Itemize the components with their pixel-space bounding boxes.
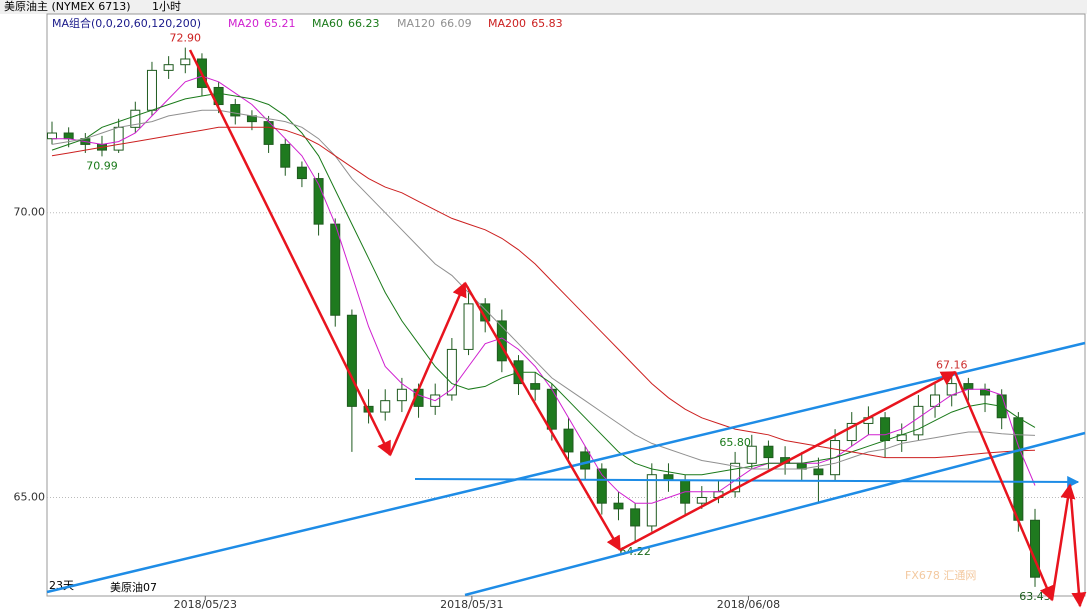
candle-body (613, 502, 624, 510)
x-tick-label: 2018/06/08 (717, 598, 780, 611)
legend-name: MA120 (397, 17, 435, 30)
candle-body (46, 132, 57, 140)
candle-body (630, 508, 641, 527)
candle-body (846, 422, 857, 442)
symbol[interactable]: 美原油主 (NYMEX 6713) (4, 0, 131, 13)
candle-body (446, 348, 457, 396)
channel-bottom (464, 431, 1086, 597)
candle-body (296, 166, 307, 180)
candle-body (696, 496, 707, 504)
candle-body (880, 417, 891, 442)
candle-body (330, 223, 341, 316)
candle-body (230, 104, 241, 117)
x-tick-label: 2018/05/23 (174, 598, 237, 611)
period[interactable]: 1小时 (152, 0, 181, 13)
legend-value: 65.21 (264, 17, 296, 30)
wave (1068, 484, 1087, 608)
ma-line (51, 92, 1036, 476)
candle-body (380, 400, 391, 413)
wave (188, 49, 392, 457)
wave (388, 281, 467, 456)
wave (463, 282, 622, 552)
legend-value: 66.23 (348, 17, 380, 30)
wave (1050, 483, 1076, 601)
candle-body (580, 451, 591, 470)
candle-body (63, 132, 74, 140)
legend-name: MA200 (488, 17, 526, 30)
candle-body (130, 109, 141, 128)
extreme-label: 63.43 (1019, 590, 1051, 603)
wave (619, 370, 957, 552)
candle-body (346, 314, 357, 407)
y-tick-label: 70.00 (14, 206, 46, 219)
candle-body (746, 445, 757, 464)
watermark: FX678 汇通网 (905, 569, 976, 582)
extreme-label: 65.80 (719, 436, 751, 449)
wave (953, 371, 1054, 602)
candle-body (146, 69, 157, 111)
legend-value: 65.83 (531, 17, 563, 30)
legend-name: MA20 (228, 17, 259, 30)
candle-body (646, 474, 657, 527)
plot-frame (46, 13, 1086, 597)
legend-name: MA60 (312, 17, 343, 30)
candle-body (280, 143, 291, 168)
extreme-label: 67.16 (936, 358, 968, 371)
candle-body (163, 64, 174, 71)
candle-body (813, 468, 824, 476)
x-tick-label: 2018/05/31 (440, 598, 503, 611)
candle-body (463, 303, 474, 350)
candle-body (313, 178, 324, 225)
candle-body (563, 428, 574, 453)
support-line (414, 475, 1080, 488)
candle-body (963, 383, 974, 390)
indicator: MA组合(0,0,20,60,120,200) (52, 16, 201, 30)
candle-body (946, 383, 957, 396)
channel-top (46, 341, 1086, 594)
extreme-label: 72.90 (170, 32, 202, 45)
candle-body (596, 468, 607, 504)
candle-body (396, 388, 407, 402)
candle-body (530, 383, 541, 390)
drawings (46, 49, 1087, 608)
y-tick-label: 65.00 (14, 490, 46, 503)
legend-value: 66.09 (440, 17, 472, 30)
candle-body (113, 126, 124, 151)
candle-body (1013, 417, 1024, 521)
header-bar (0, 0, 1087, 14)
extreme-label: 70.99 (86, 159, 118, 172)
candle-body (180, 58, 191, 66)
ma-line (51, 126, 1036, 459)
ma-line (51, 109, 1036, 470)
candle-body (763, 445, 774, 459)
bottom-label: 美原油07 (110, 580, 157, 594)
